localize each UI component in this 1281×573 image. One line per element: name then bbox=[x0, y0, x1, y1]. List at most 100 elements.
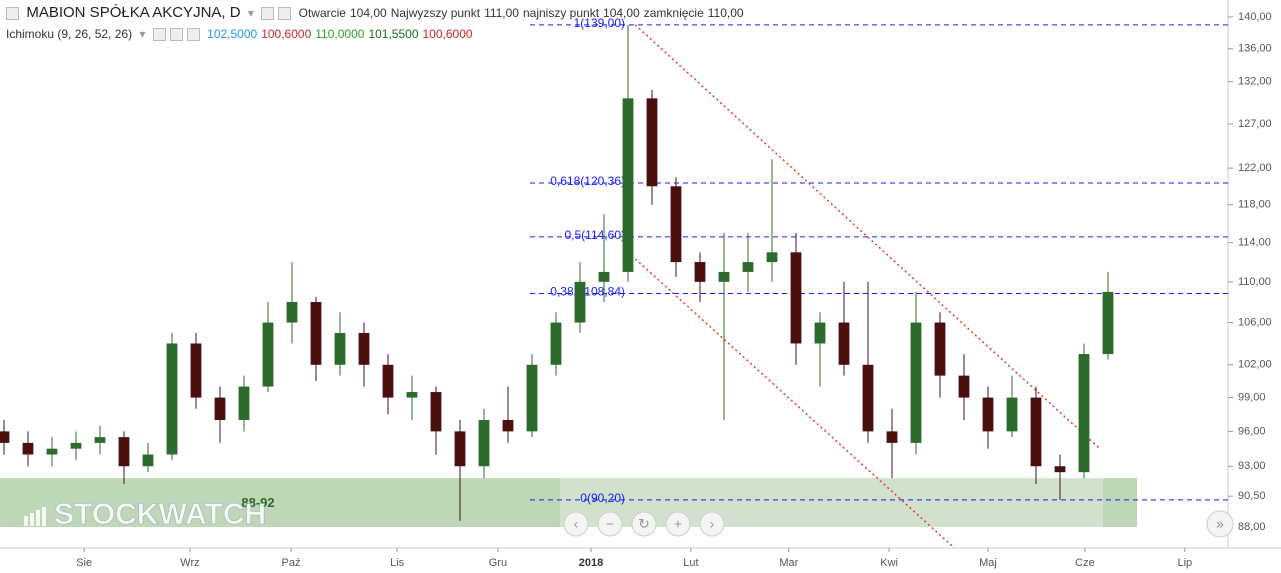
y-tick-label: 99,00 bbox=[1238, 391, 1266, 403]
candle-body bbox=[982, 397, 994, 432]
header: MABION SPÓŁKA AKCYJNA, D ▾ Otwarcie 104,0… bbox=[6, 4, 752, 21]
candle-body bbox=[382, 364, 394, 398]
candle-body bbox=[22, 442, 34, 455]
fib-label: 1(139,00) bbox=[574, 16, 625, 30]
candle-body bbox=[502, 420, 514, 432]
scroll-button[interactable] bbox=[1206, 510, 1234, 538]
fib-label: 0,382(108,84) bbox=[550, 285, 625, 299]
candle-body bbox=[94, 437, 106, 443]
candle-body bbox=[166, 343, 178, 455]
plot-bg bbox=[0, 0, 1228, 548]
indicator-value: 100,6000 bbox=[422, 27, 473, 41]
info-label: najniszy punkt bbox=[522, 6, 600, 20]
close-icon[interactable] bbox=[186, 28, 200, 42]
indicator-label: Ichimoku (9, 26, 52, 26) bbox=[6, 27, 133, 41]
nav-icon: + bbox=[674, 516, 682, 532]
candle-body bbox=[262, 322, 274, 387]
trendline bbox=[627, 251, 955, 549]
candle-body bbox=[718, 271, 730, 282]
x-tick-label: Kwi bbox=[880, 557, 898, 569]
y-tick-label: 106,00 bbox=[1238, 316, 1272, 328]
y-tick-label: 90,50 bbox=[1238, 490, 1266, 502]
y-tick-label: 132,00 bbox=[1238, 76, 1272, 88]
settings-icon[interactable] bbox=[169, 28, 183, 42]
x-tick-label: Sie bbox=[76, 557, 92, 569]
support-zone-dark bbox=[0, 478, 560, 527]
y-tick-label: 96,00 bbox=[1238, 425, 1266, 437]
scroll-icon: » bbox=[1216, 516, 1224, 532]
candle-body bbox=[190, 343, 202, 398]
y-tick-label: 110,00 bbox=[1238, 276, 1271, 288]
nav-icon: − bbox=[606, 516, 614, 532]
watermark-icon bbox=[42, 507, 46, 526]
candle-body bbox=[814, 322, 826, 344]
candle-body bbox=[238, 386, 250, 421]
watermark-icon bbox=[24, 516, 28, 526]
zone-label: 88-92 bbox=[241, 495, 274, 510]
info-value: 104,00 bbox=[349, 6, 387, 20]
candle-body bbox=[694, 262, 706, 282]
candle-body bbox=[1054, 466, 1066, 473]
candle-body bbox=[1102, 291, 1114, 355]
candle-body bbox=[358, 332, 370, 365]
nav-button[interactable] bbox=[563, 511, 589, 537]
x-tick-label: Mar bbox=[779, 557, 798, 569]
x-tick-label: Paź bbox=[282, 557, 301, 569]
candle-body bbox=[1006, 397, 1018, 432]
candle-body bbox=[1030, 397, 1042, 467]
candle-body bbox=[118, 437, 130, 467]
x-tick-label: Maj bbox=[979, 557, 997, 569]
y-tick-label: 127,00 bbox=[1238, 118, 1272, 130]
candle-body bbox=[478, 420, 490, 467]
indicator-header: Ichimoku (9, 26, 52, 26) ▾ 102,5000 100,6… bbox=[6, 27, 481, 42]
candle-body bbox=[766, 252, 778, 263]
candle-body bbox=[550, 322, 562, 365]
y-tick-label: 102,00 bbox=[1238, 359, 1272, 371]
x-tick-label: Lip bbox=[1177, 557, 1192, 569]
dropdown-icon[interactable]: ▾ bbox=[247, 6, 254, 20]
candle-body bbox=[142, 454, 154, 467]
info-label: Otwarcie bbox=[298, 6, 346, 20]
nav-button[interactable] bbox=[699, 511, 725, 537]
collapse-icon[interactable] bbox=[6, 7, 19, 21]
nav-button[interactable] bbox=[665, 511, 691, 537]
candle-body bbox=[886, 431, 898, 443]
x-tick-label: Wrz bbox=[180, 557, 199, 569]
info-value: 110,00 bbox=[707, 6, 744, 20]
nav-icon: ‹ bbox=[574, 516, 579, 532]
fib-label: 0,5(114,60) bbox=[565, 228, 626, 242]
settings-icon[interactable] bbox=[261, 7, 275, 21]
dropdown-icon[interactable]: ▾ bbox=[139, 27, 146, 41]
info-value: 104,00 bbox=[603, 6, 640, 20]
candle-body bbox=[286, 302, 298, 323]
ohlc-info: Otwarcie 104,00 Najwyzszy punkt 111,00 najni… bbox=[299, 6, 748, 20]
candle-body bbox=[1078, 354, 1090, 473]
x-tick-label: Gru bbox=[489, 557, 507, 569]
nav-button[interactable] bbox=[631, 511, 657, 537]
settings-icon[interactable] bbox=[152, 28, 166, 42]
x-tick-label: Lut bbox=[683, 557, 698, 569]
settings-icon[interactable] bbox=[278, 7, 292, 21]
watermark: STOCKWATCH bbox=[24, 498, 267, 531]
support-zone-dark bbox=[1103, 478, 1137, 527]
watermark-text: STOCKWATCH bbox=[54, 498, 266, 531]
indicator-value: 101,5500 bbox=[368, 27, 419, 41]
candle-body bbox=[406, 392, 418, 398]
fib-label: 0,618(120,36) bbox=[550, 174, 625, 188]
candle-body bbox=[742, 262, 754, 272]
candle-body bbox=[574, 281, 586, 323]
candle-body bbox=[334, 332, 346, 365]
nav-button[interactable] bbox=[597, 511, 623, 537]
candle-body bbox=[454, 431, 466, 467]
indicator-value: 102,5000 bbox=[207, 27, 258, 41]
x-tick-label: Cze bbox=[1075, 557, 1095, 569]
y-tick-label: 93,00 bbox=[1238, 460, 1266, 472]
candle-body bbox=[910, 322, 922, 443]
y-tick-label: 136,00 bbox=[1238, 43, 1272, 55]
y-tick-label: 122,00 bbox=[1238, 162, 1272, 174]
nav-icon: ↻ bbox=[638, 516, 650, 532]
indicator-values: 102,5000 100,6000 110,0000 101,5500 100,6000 bbox=[207, 27, 476, 41]
y-tick-label: 118,00 bbox=[1238, 199, 1271, 211]
